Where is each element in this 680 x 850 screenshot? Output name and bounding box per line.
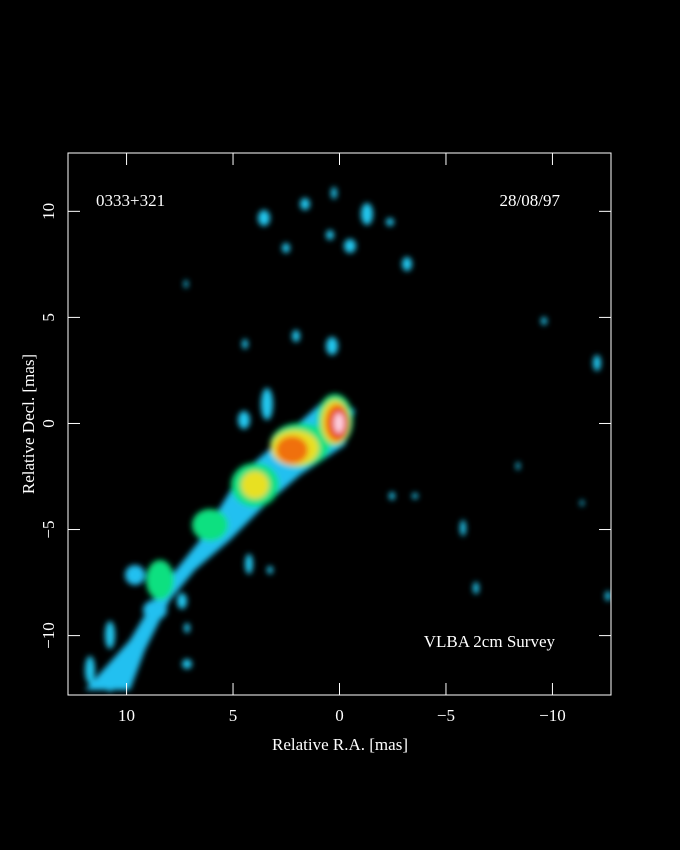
y-tick-label: −10 [39,622,58,649]
x-tick-label: 0 [335,706,344,725]
y-tick-label: −5 [39,520,58,538]
y-tick-label: 5 [39,313,58,322]
date-label: 28/08/97 [500,191,561,210]
source-label: 0333+321 [96,191,165,210]
x-tick-label: 10 [118,706,135,725]
radio-image [85,187,611,692]
x-tick-label: 5 [229,706,238,725]
x-axis-label: Relative R.A. [mas] [272,735,408,754]
x-tick-label: −10 [539,706,566,725]
y-tick-label: 0 [39,419,58,428]
y-axis-label: Relative Decl. [mas] [19,354,38,494]
survey-label: VLBA 2cm Survey [424,632,556,651]
x-tick-label: −5 [437,706,455,725]
y-tick-label: 10 [39,203,58,220]
